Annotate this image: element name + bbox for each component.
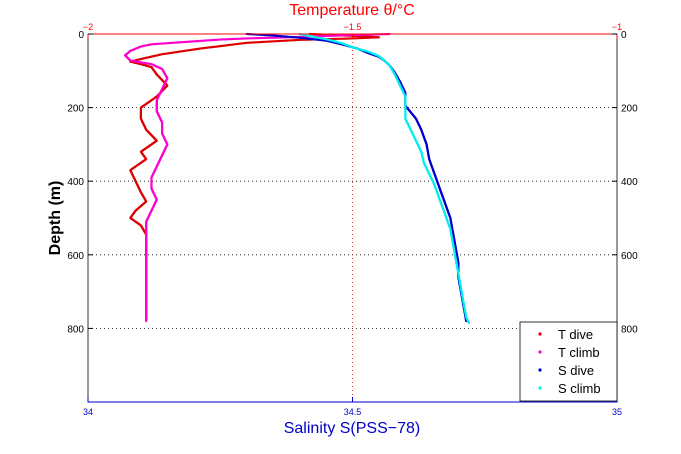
- legend-marker: [538, 350, 542, 354]
- grid: [88, 34, 617, 402]
- y-tick-label-left: 400: [67, 177, 84, 188]
- data-point: [467, 321, 470, 324]
- y-axis-title: Depth (m): [47, 181, 64, 256]
- y-tick-label-right: 0: [621, 30, 627, 41]
- y-tick-label-right: 400: [621, 177, 638, 188]
- series-layer: [123, 32, 470, 324]
- legend: T dive T climb S dive S climb: [519, 321, 618, 402]
- y-tick-label-left: 200: [67, 104, 84, 115]
- top-tick-label: −2: [83, 22, 93, 32]
- top-tick-label: −1.5: [344, 22, 362, 32]
- y-tick-label-right: 200: [621, 104, 638, 115]
- top-axis-title: Temperature θ/°C: [289, 2, 415, 19]
- data-point: [145, 319, 148, 323]
- legend-label: T climb: [558, 345, 600, 360]
- top-tick-label: −1: [612, 22, 622, 32]
- y-tick-label-left: 800: [67, 324, 84, 335]
- bottom-tick-label: 34: [83, 407, 93, 417]
- y-tick-label-right: 800: [621, 324, 638, 335]
- bottom-tick-label: 34.5: [344, 407, 362, 417]
- legend-marker: [538, 386, 542, 390]
- legend-label: S climb: [558, 381, 601, 396]
- legend-marker: [538, 368, 542, 372]
- x-axis-title: Salinity S(PSS−78): [284, 420, 421, 437]
- y-tick-label-right: 600: [621, 251, 638, 262]
- legend-marker: [538, 332, 542, 336]
- legend-box: [519, 321, 618, 402]
- y-tick-label-left: 0: [78, 30, 84, 41]
- y-tick-label-left: 600: [67, 251, 84, 262]
- bottom-tick-label: 35: [612, 407, 622, 417]
- legend-label: T dive: [558, 327, 593, 342]
- legend-label: S dive: [558, 363, 594, 378]
- series-s-climb: [298, 32, 470, 324]
